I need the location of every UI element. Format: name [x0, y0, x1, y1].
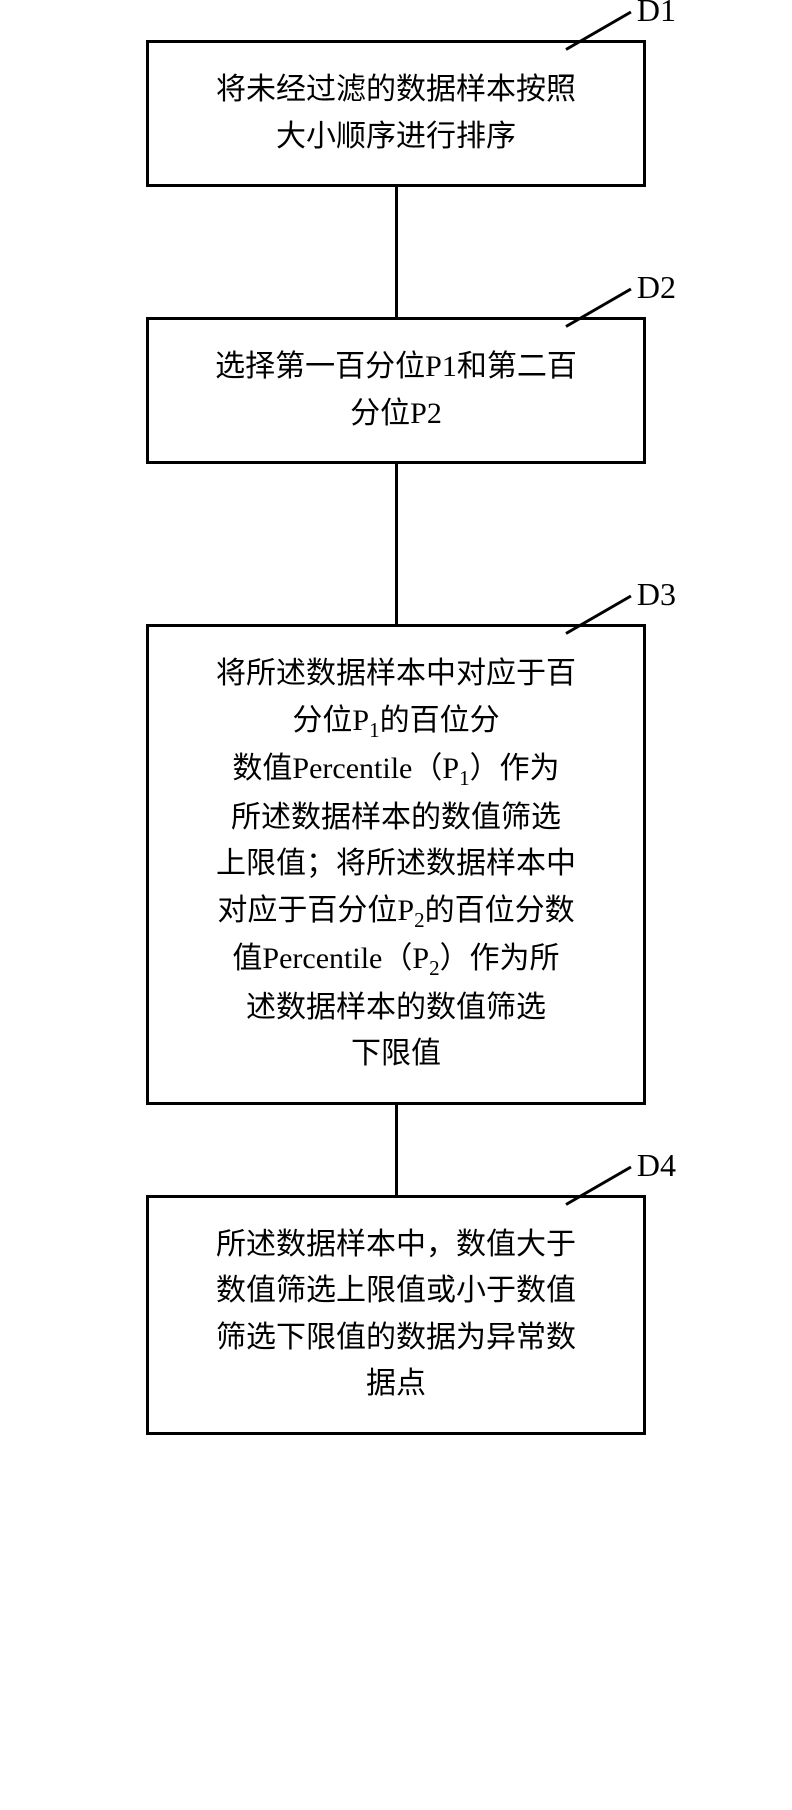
node-d3: 将所述数据样本中对应于百 分位P1的百位分 数值Percentile（P1）作为…: [146, 624, 646, 1105]
d4-line3: 筛选下限值的数据为异常数: [216, 1321, 576, 1354]
connector-d3-d4: [395, 1105, 398, 1195]
d3-line3-sub: 1: [459, 766, 470, 790]
d3-line6b: 的百位分数: [425, 894, 575, 927]
connector-d2-d3: [395, 464, 398, 624]
flowchart-container: D1 将未经过滤的数据样本按照 大小顺序进行排序 D2 选择第一百分位P1和第二…: [76, 40, 716, 1435]
d3-line7b: ）作为所: [440, 942, 560, 975]
d3-line2b: 的百位分: [380, 704, 500, 737]
d3-line1: 将所述数据样本中对应于百: [216, 657, 576, 690]
node-wrap-d1: D1 将未经过滤的数据样本按照 大小顺序进行排序: [76, 40, 716, 187]
d3-line3b: ）作为: [470, 752, 560, 785]
node-wrap-d4: D4 所述数据样本中，数值大于 数值筛选上限值或小于数值 筛选下限值的数据为异常…: [76, 1195, 716, 1435]
d3-line6a: 对应于百分位P: [217, 894, 414, 927]
node-d4: 所述数据样本中，数值大于 数值筛选上限值或小于数值 筛选下限值的数据为异常数 据…: [146, 1195, 646, 1435]
d1-line1: 将未经过滤的数据样本按照: [216, 73, 576, 106]
d3-line7-sub: 2: [429, 956, 440, 980]
d3-line7a: 值Percentile（P: [232, 942, 429, 975]
d3-line8: 述数据样本的数值筛选: [246, 991, 546, 1024]
d1-line2: 大小顺序进行排序: [276, 120, 516, 153]
node-label-d2: D2: [637, 269, 676, 306]
node-wrap-d2: D2 选择第一百分位P1和第二百 分位P2: [76, 317, 716, 464]
d3-line5: 上限值；将所述数据样本中: [216, 847, 576, 880]
node-d2: 选择第一百分位P1和第二百 分位P2: [146, 317, 646, 464]
d2-line1: 选择第一百分位P1和第二百: [215, 350, 577, 383]
d4-line2: 数值筛选上限值或小于数值: [216, 1274, 576, 1307]
node-label-d4: D4: [637, 1147, 676, 1184]
d3-line2-sub: 1: [369, 718, 380, 742]
node-label-d1: D1: [637, 0, 676, 29]
node-label-d3: D3: [637, 576, 676, 613]
d3-line2a: 分位P: [292, 704, 369, 737]
d3-line6-sub: 2: [414, 908, 425, 932]
d3-line3a: 数值Percentile（P: [232, 752, 459, 785]
d2-line2: 分位P2: [350, 397, 442, 430]
d3-line4: 所述数据样本的数值筛选: [231, 801, 561, 834]
node-d1: 将未经过滤的数据样本按照 大小顺序进行排序: [146, 40, 646, 187]
d3-line9: 下限值: [351, 1037, 441, 1070]
d4-line1: 所述数据样本中，数值大于: [216, 1228, 576, 1261]
connector-d1-d2: [395, 187, 398, 317]
node-wrap-d3: D3 将所述数据样本中对应于百 分位P1的百位分 数值Percentile（P1…: [76, 624, 716, 1105]
d4-line4: 据点: [366, 1367, 426, 1400]
